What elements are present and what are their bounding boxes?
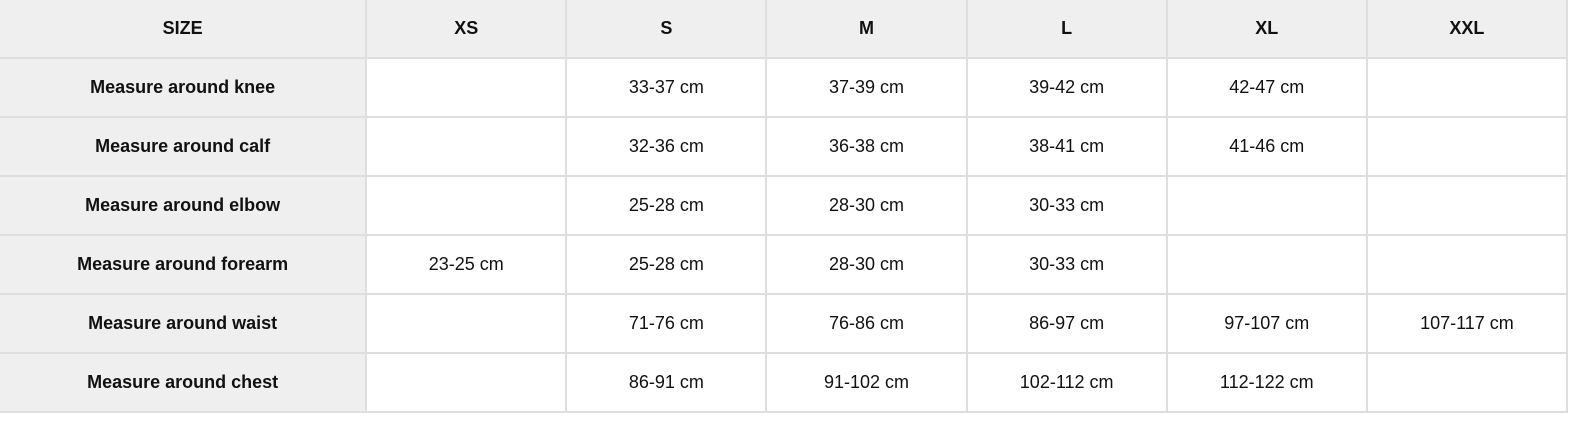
table-cell	[1365, 352, 1569, 413]
table-cell: 37-39 cm	[765, 57, 968, 118]
table-cell	[1365, 116, 1569, 177]
table-row: Measure around elbow 25-28 cm 28-30 cm 30-3…	[0, 175, 1569, 236]
table-cell: 28-30 cm	[765, 175, 968, 236]
table-cell: 32-36 cm	[565, 116, 768, 177]
table-cell: 41-46 cm	[1165, 116, 1368, 177]
table-cell: 33-37 cm	[565, 57, 768, 118]
table-cell: 39-42 cm	[965, 57, 1168, 118]
row-label: Measure around chest	[0, 352, 368, 413]
table-cell: 23-25 cm	[365, 234, 568, 295]
table-row: Measure around chest 86-91 cm 91-102 cm 102…	[0, 352, 1569, 413]
table-cell	[365, 57, 568, 118]
table-cell: 107-117 cm	[1365, 293, 1569, 354]
table-cell	[365, 352, 568, 413]
table-cell: 86-91 cm	[565, 352, 768, 413]
table-row: Measure around waist 71-76 cm 76-86 cm 86-9…	[0, 293, 1569, 354]
table-cell: 25-28 cm	[565, 234, 768, 295]
table-cell: 76-86 cm	[765, 293, 968, 354]
table-cell: 28-30 cm	[765, 234, 968, 295]
header-xl: XL	[1165, 0, 1368, 59]
table-cell	[1165, 234, 1368, 295]
table-row: Measure around forearm 23-25 cm 25-28 cm 28…	[0, 234, 1569, 295]
row-label: Measure around elbow	[0, 175, 368, 236]
table-row: Measure around knee 33-37 cm 37-39 cm 39-42…	[0, 57, 1569, 118]
table-cell	[365, 116, 568, 177]
table-cell: 42-47 cm	[1165, 57, 1368, 118]
table-cell: 102-112 cm	[965, 352, 1168, 413]
header-xxl: XXL	[1365, 0, 1569, 59]
table-cell: 71-76 cm	[565, 293, 768, 354]
table-cell: 86-97 cm	[965, 293, 1168, 354]
header-size: SIZE	[0, 0, 368, 59]
table-cell: 36-38 cm	[765, 116, 968, 177]
table-cell: 30-33 cm	[965, 234, 1168, 295]
table-cell	[365, 293, 568, 354]
size-chart-table: SIZE XS S M L XL XXL Measure around knee…	[0, 0, 1569, 413]
row-label: Measure around forearm	[0, 234, 368, 295]
table-cell	[1365, 57, 1569, 118]
table-cell	[365, 175, 568, 236]
table-cell: 112-122 cm	[1165, 352, 1368, 413]
header-row: SIZE XS S M L XL XXL	[0, 0, 1569, 59]
row-label: Measure around waist	[0, 293, 368, 354]
table-cell: 30-33 cm	[965, 175, 1168, 236]
table-cell: 25-28 cm	[565, 175, 768, 236]
header-xs: XS	[365, 0, 568, 59]
row-label: Measure around calf	[0, 116, 368, 177]
table-cell	[1365, 234, 1569, 295]
table-cell: 38-41 cm	[965, 116, 1168, 177]
table-cell: 91-102 cm	[765, 352, 968, 413]
header-l: L	[965, 0, 1168, 59]
table-cell	[1165, 175, 1368, 236]
table-row: Measure around calf 32-36 cm 36-38 cm 38-41…	[0, 116, 1569, 177]
row-label: Measure around knee	[0, 57, 368, 118]
header-m: M	[765, 0, 968, 59]
table-cell: 97-107 cm	[1165, 293, 1368, 354]
header-s: S	[565, 0, 768, 59]
table-cell	[1365, 175, 1569, 236]
